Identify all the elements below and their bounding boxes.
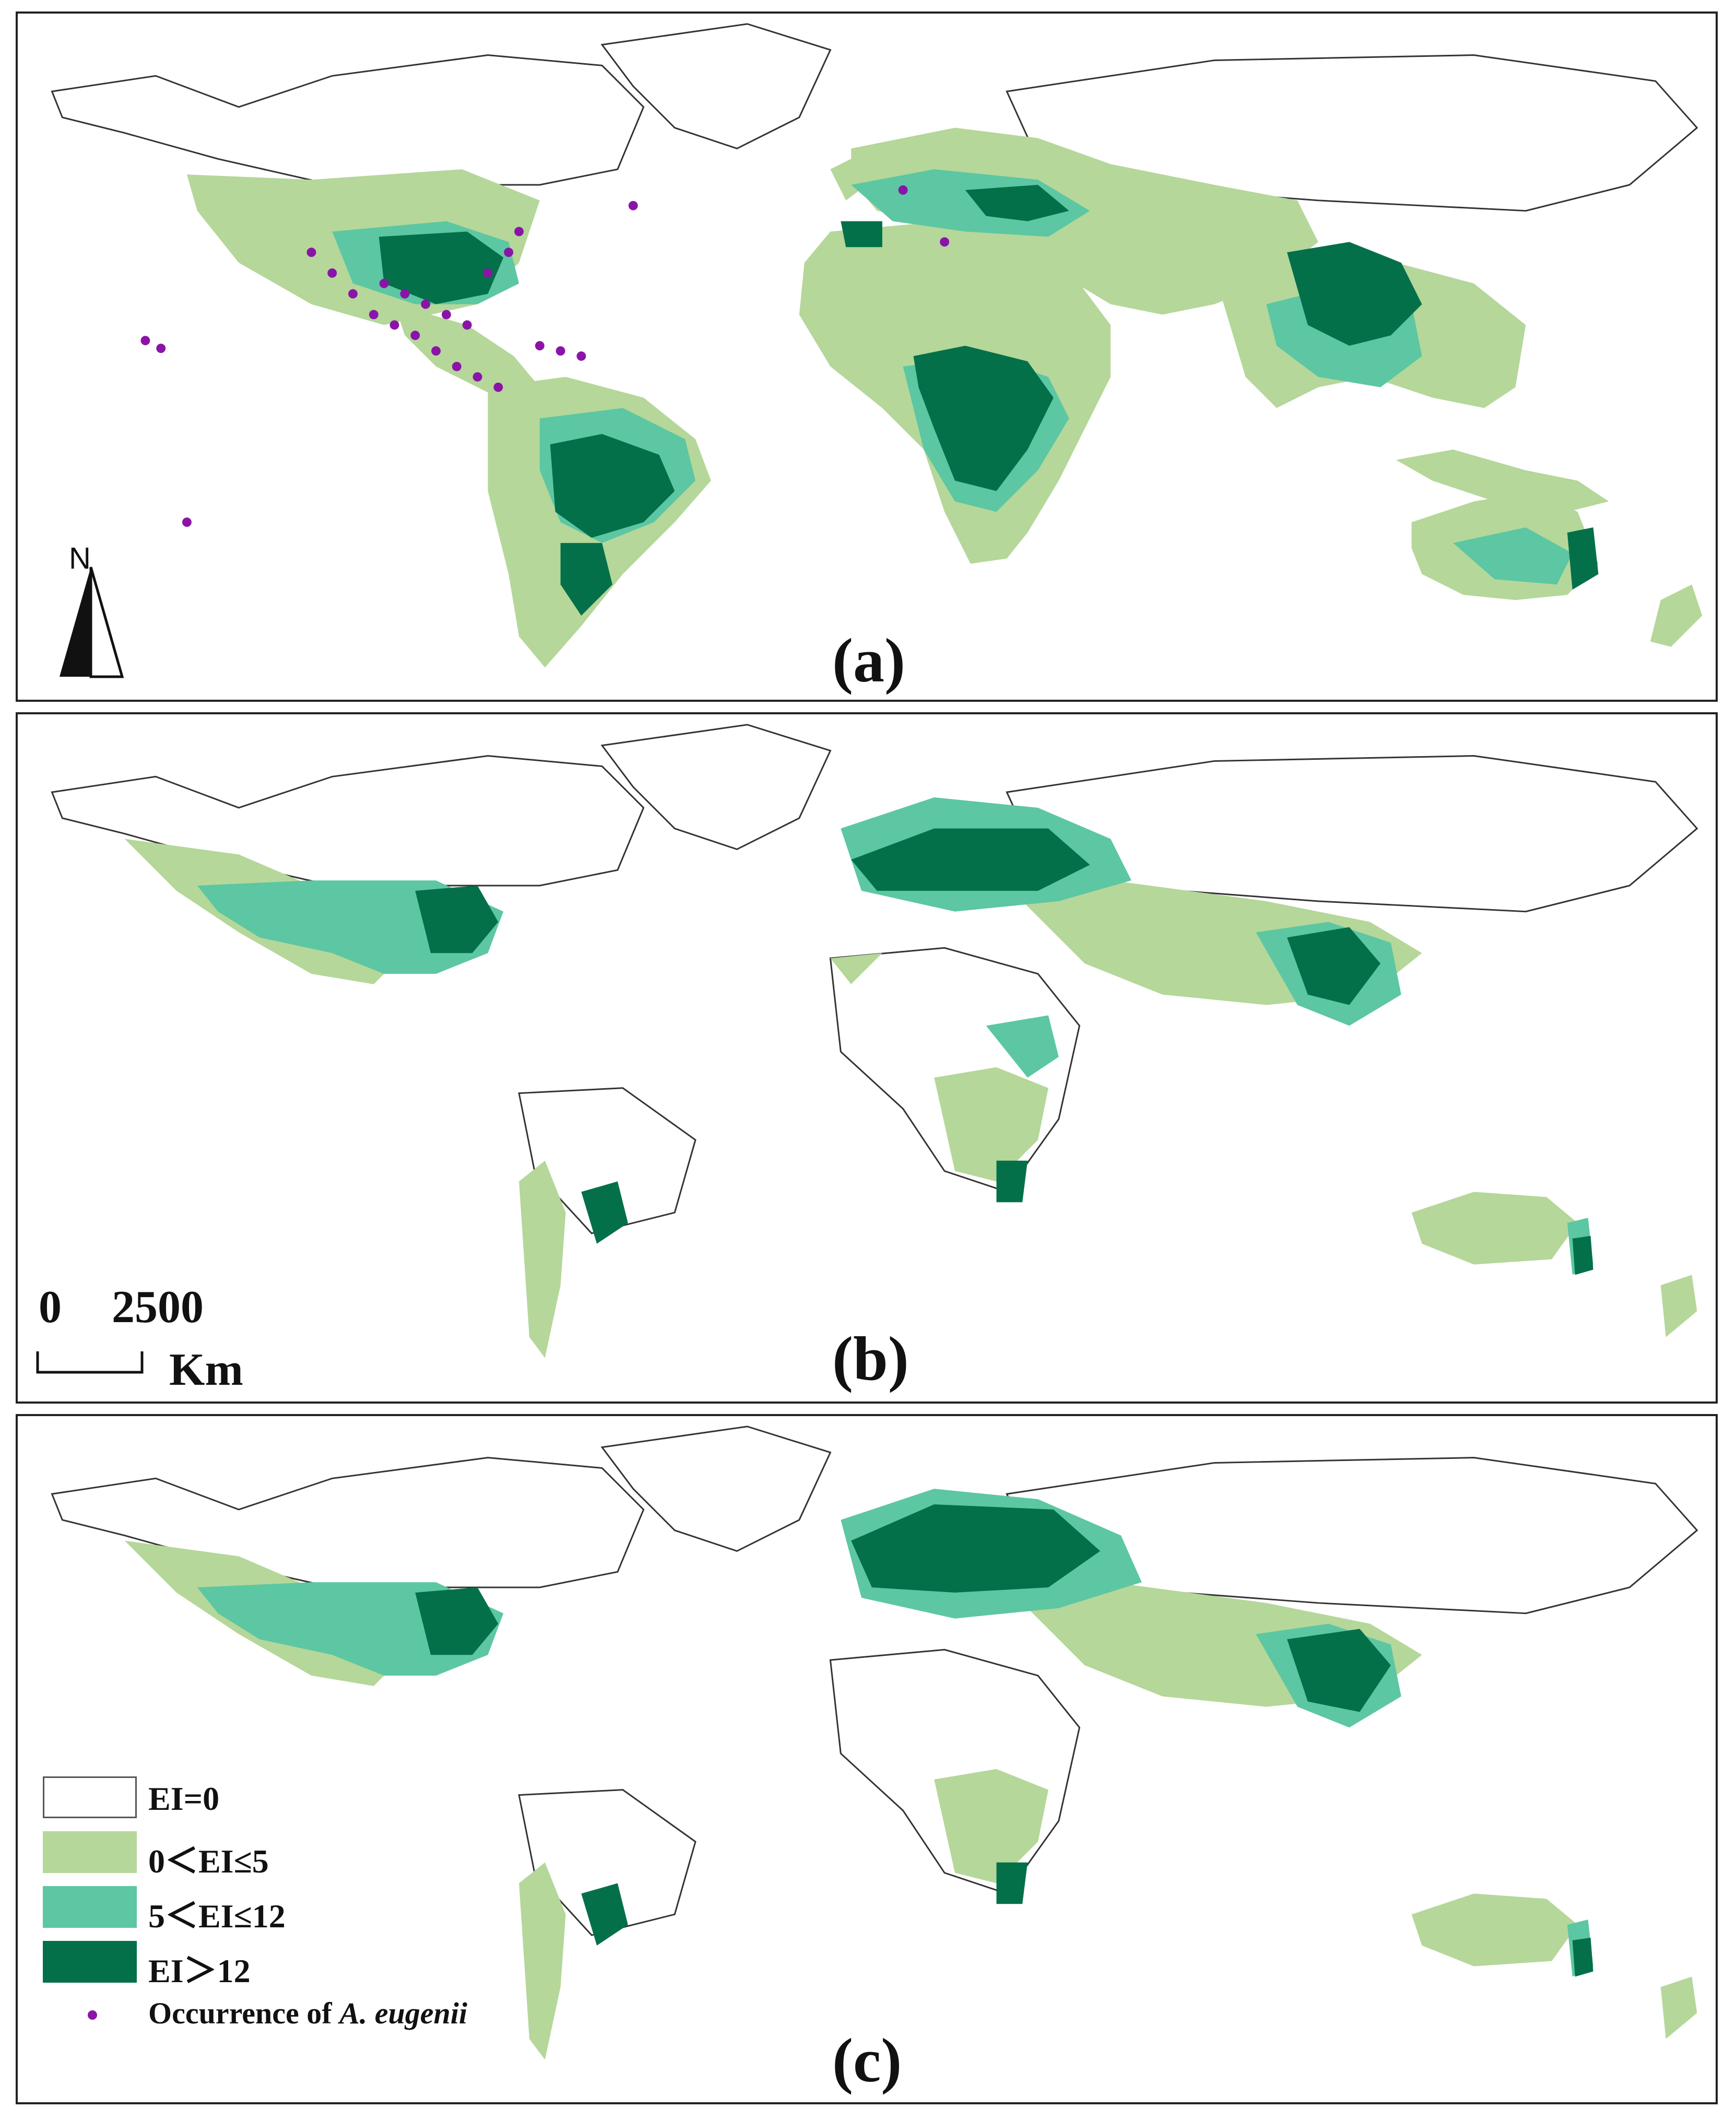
land-greenland xyxy=(600,23,832,150)
north-arrow-label: N xyxy=(69,541,91,575)
land-base xyxy=(51,724,1698,1234)
suitability-high xyxy=(379,185,1599,616)
legend-swatch xyxy=(43,1886,137,1928)
legend-label: 0＜EI≤5 xyxy=(148,1843,269,1880)
world-map-c xyxy=(51,1426,1698,2060)
occurrence-point xyxy=(940,237,950,247)
occurrence-point xyxy=(421,299,431,309)
north-arrow-icon xyxy=(60,567,124,678)
legend-label: 5＜EI≤12 xyxy=(148,1898,286,1935)
occurrence-point xyxy=(431,346,441,356)
occurrence-point xyxy=(379,278,389,288)
occurrence-points xyxy=(140,185,950,527)
land-north-america-north xyxy=(51,54,645,186)
suitability-high xyxy=(415,828,1593,1275)
occurrence-prefix: Occurrence of xyxy=(148,1996,340,2030)
occurrence-point xyxy=(306,248,316,257)
legend-occurrence: Occurrence of A. eugenii xyxy=(148,1996,467,2031)
occurrence-point xyxy=(400,289,410,299)
occurrence-icon xyxy=(88,2010,97,2020)
occurrence-point xyxy=(493,382,503,392)
panel-label-b: (b) xyxy=(832,1324,909,1393)
occurrence-point xyxy=(504,248,514,257)
occurrence-point xyxy=(140,336,150,346)
legend-label: EI＞12 xyxy=(148,1952,251,1989)
scale-bar-start: 0 xyxy=(39,1282,62,1333)
occurrence-point xyxy=(514,227,524,237)
occurrence-point xyxy=(452,361,462,371)
legend: EI=0 0＜EI≤5 5＜EI≤12 EI＞12 Occurrence of … xyxy=(28,1776,603,2100)
occurrence-species: A. eugenii xyxy=(339,1996,468,2030)
occurrence-point xyxy=(576,351,586,361)
occurrence-point xyxy=(535,341,545,351)
occurrence-point xyxy=(483,268,493,278)
occurrence-point xyxy=(156,344,166,354)
scale-bar-unit: Km xyxy=(169,1345,243,1395)
occurrence-point xyxy=(327,268,337,278)
suitability-high xyxy=(415,1504,1593,1977)
map-panel-c: EI=0 0＜EI≤5 5＜EI≤12 EI＞12 Occurrence of … xyxy=(16,1414,1718,2104)
world-map-a xyxy=(51,23,1703,668)
scale-bar-icon xyxy=(36,1351,144,1374)
occurrence-point xyxy=(389,320,399,330)
occurrence-point xyxy=(410,331,420,340)
occurrence-point xyxy=(462,320,472,330)
legend-swatch xyxy=(43,1941,137,1983)
occurrence-point xyxy=(628,201,638,210)
occurrence-point xyxy=(348,289,358,299)
occurrence-point xyxy=(441,310,451,320)
legend-swatch xyxy=(43,1831,137,1873)
legend-swatch xyxy=(43,1776,137,1818)
panel-label-a: (a) xyxy=(832,626,905,695)
panel-label-c: (c) xyxy=(832,2025,902,2095)
map-panel-b: 0 2500 Km (b) xyxy=(16,712,1718,1404)
occurrence-point xyxy=(473,372,482,382)
map-panel-a: N (a) xyxy=(16,11,1718,702)
occurrence-point xyxy=(182,517,192,527)
occurrence-point xyxy=(556,346,565,356)
occurrence-point xyxy=(898,185,908,195)
legend-label: EI=0 xyxy=(148,1780,220,1817)
occurrence-point xyxy=(369,310,379,320)
land-base xyxy=(51,23,1698,212)
world-map-b xyxy=(51,724,1698,1358)
scale-bar-end: 2500 xyxy=(112,1282,204,1333)
